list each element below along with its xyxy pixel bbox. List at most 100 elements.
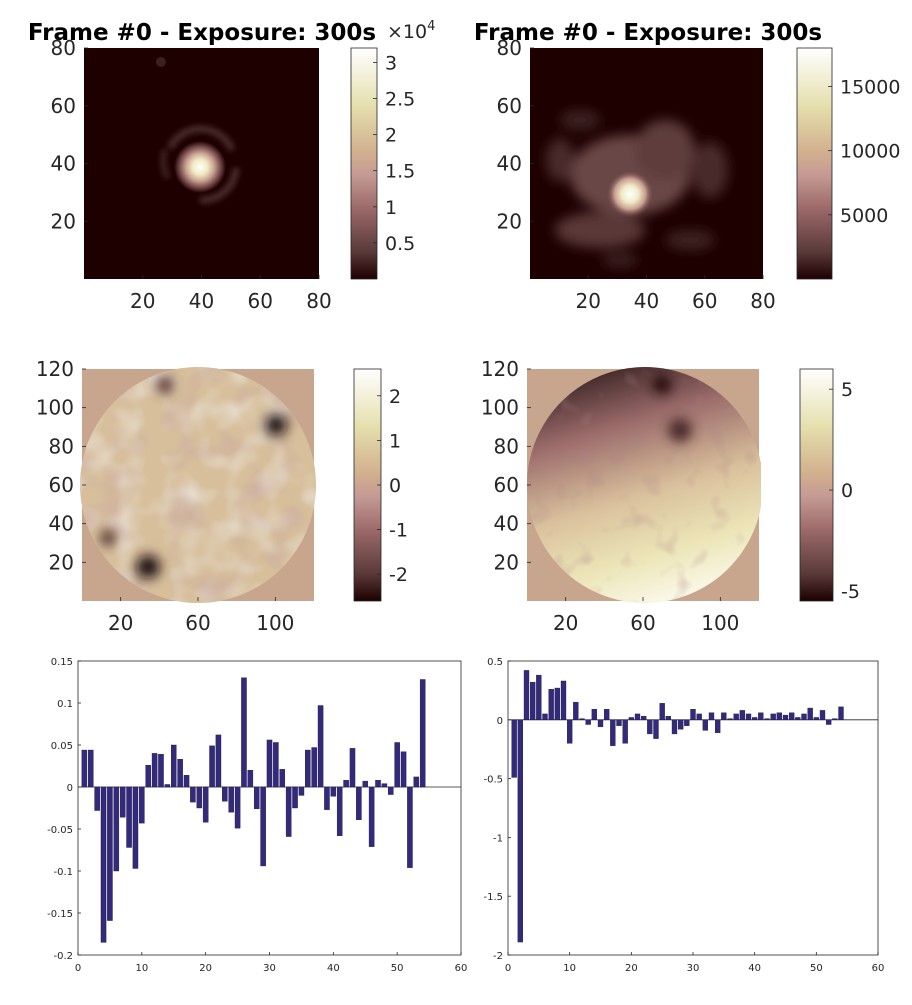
bar xyxy=(298,786,305,796)
x-tick-label: 0 xyxy=(75,963,81,974)
bar xyxy=(801,713,807,720)
psf-left-title: Frame #0 - Exposure: 300s xyxy=(28,20,376,46)
x-tick-label: 0 xyxy=(505,963,511,974)
bar xyxy=(247,770,254,788)
x-tick-label: 30 xyxy=(687,963,700,974)
bar xyxy=(311,747,317,788)
psf-right-title: Frame #0 - Exposure: 300s xyxy=(474,20,822,46)
colorbar-tick-label: 5000 xyxy=(840,205,888,227)
y-tick-label: -2 xyxy=(493,951,503,962)
bar xyxy=(764,718,770,721)
bar xyxy=(222,786,228,802)
bar xyxy=(671,719,678,735)
x-tick-label: 80 xyxy=(750,289,775,313)
y-tick-label: 0.05 xyxy=(51,741,73,752)
bar xyxy=(349,748,356,788)
colorbar-tick-label: 1.5 xyxy=(385,161,415,183)
x-tick-label: 60 xyxy=(185,611,210,635)
x-tick-label: 20 xyxy=(576,289,601,313)
y-tick-label: 80 xyxy=(51,36,76,60)
bar xyxy=(634,713,641,720)
y-tick-label: 100 xyxy=(36,396,74,420)
bar xyxy=(266,739,273,788)
bar xyxy=(758,712,764,721)
phase-left-colorbar xyxy=(353,368,382,602)
bar xyxy=(234,786,241,829)
bar xyxy=(585,719,591,725)
colorbar-tick-label: 1 xyxy=(385,197,397,219)
bar xyxy=(554,687,560,720)
bar xyxy=(119,786,126,818)
bar xyxy=(107,786,113,921)
psf-right-colorbar xyxy=(796,47,833,280)
x-tick-label: 60 xyxy=(872,963,885,974)
coeff-bar-chart-right: 0 10 20 30 40 50 60 -2 -1.5 -1 -0.5 0 0.5 xyxy=(483,657,884,974)
bar xyxy=(782,714,789,721)
bar xyxy=(721,712,727,721)
bar xyxy=(708,712,715,721)
bar xyxy=(100,786,107,943)
bar xyxy=(94,786,100,811)
colorbar-tick-label: 5 xyxy=(841,379,853,401)
bar xyxy=(413,776,420,788)
bar xyxy=(394,742,400,788)
colorbar-tick-label: 10000 xyxy=(840,141,900,163)
x-tick-label: 40 xyxy=(748,963,761,974)
bar xyxy=(579,718,585,721)
bar xyxy=(400,751,407,788)
psf-right-peak xyxy=(606,170,654,218)
bar xyxy=(215,734,222,788)
x-tick-label: 100 xyxy=(256,611,294,635)
colorbar-tick-label: 0 xyxy=(841,480,853,502)
bar xyxy=(381,783,388,788)
y-tick-label: 0 xyxy=(497,716,503,727)
x-tick-label: 20 xyxy=(199,963,212,974)
bar xyxy=(647,719,653,735)
colorbar-tick-label: -5 xyxy=(841,581,860,603)
bar xyxy=(832,718,838,721)
bar xyxy=(684,719,690,726)
bar xyxy=(419,679,426,788)
psf-panel-left: Frame #0 - Exposure: 300s 20 40 60 80 20 40 60… xyxy=(28,19,436,313)
x-tick-label: 60 xyxy=(248,289,273,313)
y-tick-label: 40 xyxy=(497,152,522,176)
bar xyxy=(177,759,183,788)
bar xyxy=(292,786,298,809)
bar xyxy=(517,719,523,943)
bar xyxy=(597,719,604,728)
colorbar-tick-label: -1 xyxy=(389,520,408,542)
psf-panel-right: Frame #0 - Exposure: 300s 20 40 60 80 20 40 60… xyxy=(474,20,901,313)
y-tick-label: 80 xyxy=(497,36,522,60)
bar xyxy=(362,780,369,788)
colorbar-tick-label: 15000 xyxy=(840,77,900,99)
bar xyxy=(715,719,721,733)
y-tick-label: 20 xyxy=(49,550,74,574)
x-tick-label: 60 xyxy=(630,611,655,635)
y-tick-label: 60 xyxy=(51,94,76,118)
bar xyxy=(665,716,671,720)
y-tick-label: 0 xyxy=(67,783,73,794)
bar xyxy=(196,786,203,809)
y-tick-label: 0.15 xyxy=(51,657,73,668)
x-tick-label: 10 xyxy=(135,963,148,974)
bar xyxy=(690,709,696,721)
y-tick-label: 120 xyxy=(36,357,74,381)
y-tick-label: -0.05 xyxy=(47,825,73,836)
bar xyxy=(807,707,813,720)
bar xyxy=(560,680,567,721)
bar xyxy=(591,709,597,721)
coeff-bar-chart-left: 0 10 20 30 40 50 60 -0.2 -0.15 -0.1 -0.05 0 0.05 0.1 0… xyxy=(47,657,467,974)
psf-left-colorbar-multiplier: ×104 xyxy=(387,19,435,43)
y-tick-label: -0.15 xyxy=(47,909,73,920)
phase-right-colorbar xyxy=(799,368,834,602)
colorbar-tick-label: -2 xyxy=(389,564,408,586)
bar xyxy=(273,742,279,788)
x-tick-label: 20 xyxy=(130,289,155,313)
y-tick-label: 40 xyxy=(51,152,76,176)
y-tick-label: -1 xyxy=(493,833,503,844)
bar xyxy=(228,786,234,813)
bar xyxy=(285,786,292,837)
bar xyxy=(511,719,517,778)
bar xyxy=(407,786,413,868)
